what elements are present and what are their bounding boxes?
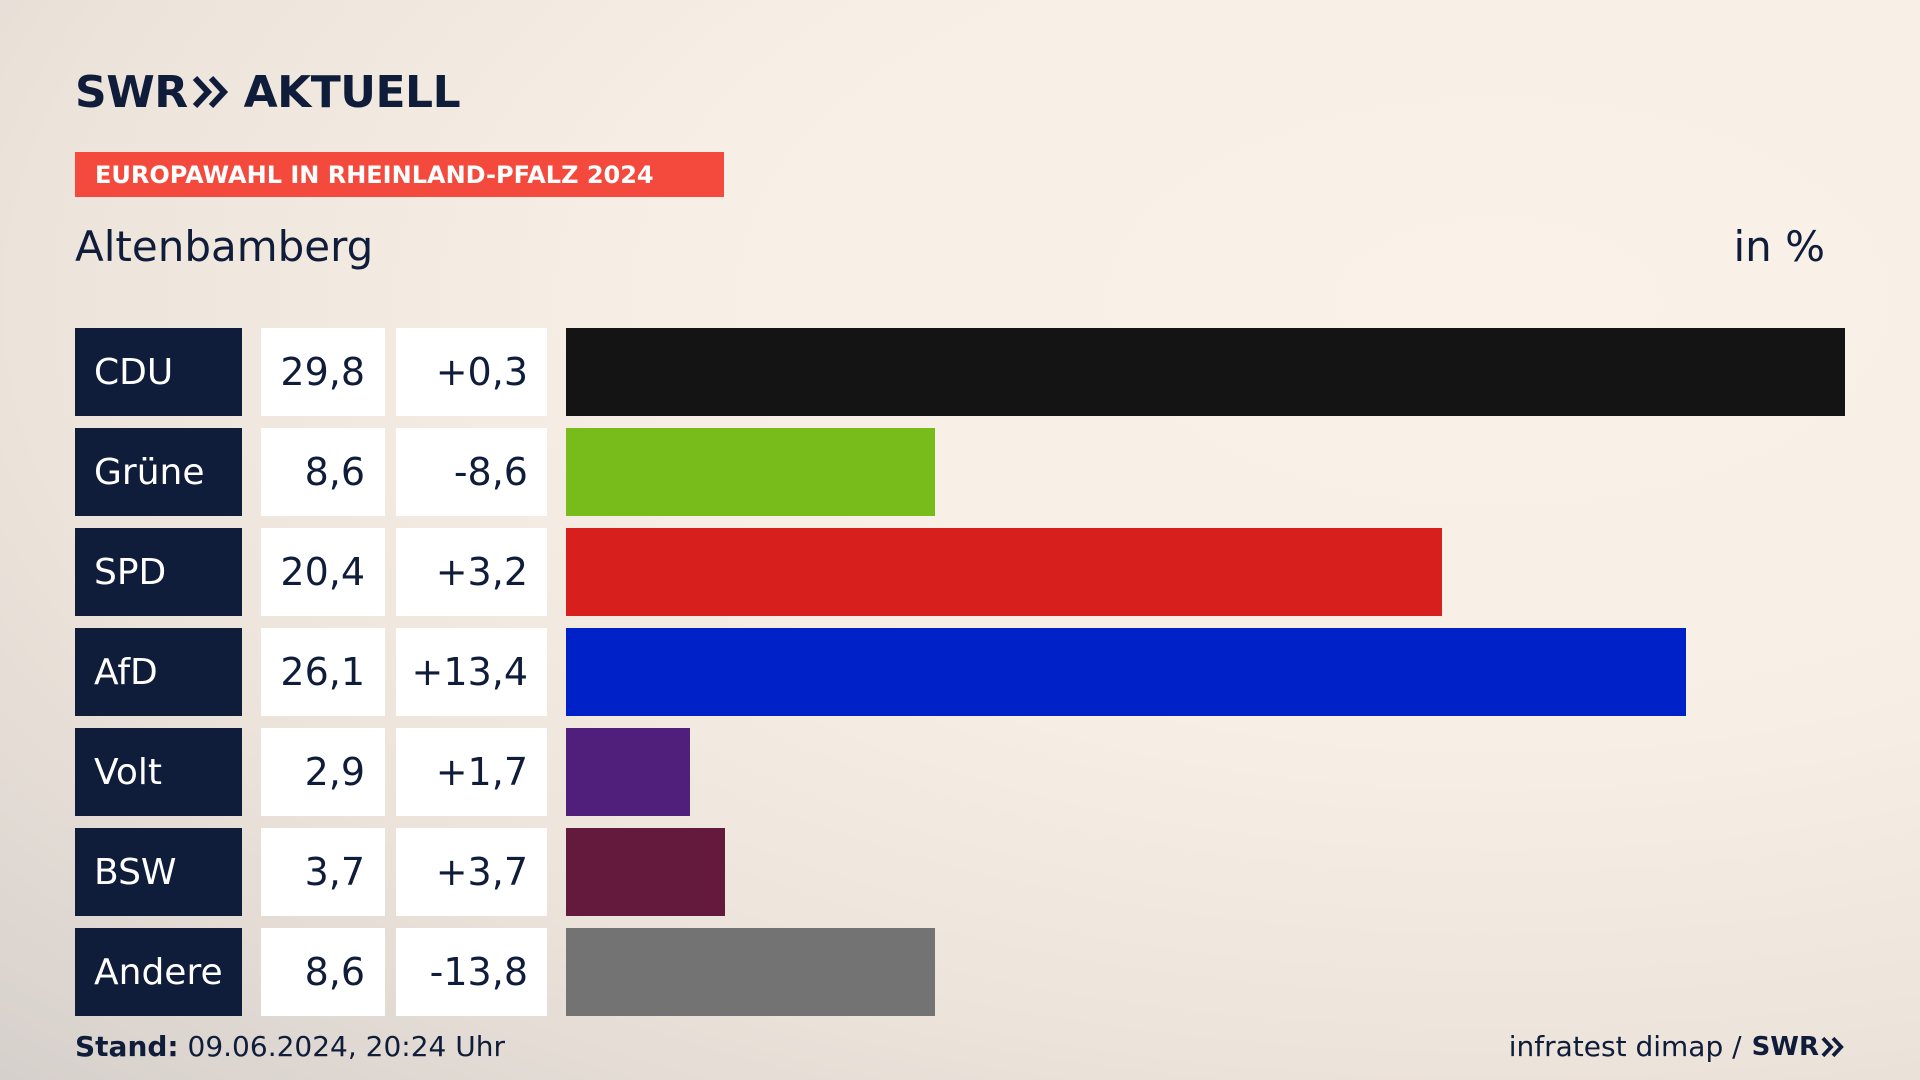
bar — [566, 628, 1686, 716]
vote-share-label: 26,1 — [261, 628, 385, 716]
bar — [566, 428, 935, 516]
vote-share-label: 2,9 — [261, 728, 385, 816]
source-text: infratest dimap / — [1508, 1030, 1742, 1063]
logo-product: AKTUELL — [243, 66, 461, 118]
party-label: BSW — [75, 828, 242, 916]
swr-aktuell-logo: SWR AKTUELL — [75, 64, 461, 120]
change-label: +3,7 — [396, 828, 547, 916]
change-label: +3,2 — [396, 528, 547, 616]
source-brand: SWR — [1751, 1031, 1819, 1062]
chart-row: SPD 20,4 +3,2 — [75, 528, 1845, 616]
party-label: Grüne — [75, 428, 242, 516]
bar — [566, 928, 935, 1016]
region-title: Altenbamberg — [75, 222, 374, 271]
chart-row: Volt 2,9 +1,7 — [75, 728, 1845, 816]
vote-share-label: 8,6 — [261, 428, 385, 516]
source-credit: infratest dimap / SWR — [1509, 1030, 1845, 1063]
bar — [566, 528, 1442, 616]
bar — [566, 728, 690, 816]
change-label: +0,3 — [396, 328, 547, 416]
party-label: SPD — [75, 528, 242, 616]
logo-brand: SWR — [75, 66, 188, 118]
chart-row: CDU 29,8 +0,3 — [75, 328, 1845, 416]
chart-row: AfD 26,1 +13,4 — [75, 628, 1845, 716]
change-label: +1,7 — [396, 728, 547, 816]
change-label: +13,4 — [396, 628, 547, 716]
timestamp: Stand: 09.06.2024, 20:24 Uhr — [75, 1030, 505, 1063]
chart-row: BSW 3,7 +3,7 — [75, 828, 1845, 916]
bar — [566, 328, 1845, 416]
change-label: -8,6 — [396, 428, 547, 516]
election-badge: EUROPAWAHL IN RHEINLAND-PFALZ 2024 — [75, 152, 724, 197]
chevron-right-icon — [1821, 1036, 1844, 1057]
stand-value: 09.06.2024, 20:24 Uhr — [187, 1030, 505, 1063]
vote-share-label: 20,4 — [261, 528, 385, 616]
party-label: Volt — [75, 728, 242, 816]
change-label: -13,8 — [396, 928, 547, 1016]
chart-row: Grüne 8,6 -8,6 — [75, 428, 1845, 516]
party-label: AfD — [75, 628, 242, 716]
party-label: Andere — [75, 928, 242, 1016]
vote-share-label: 8,6 — [261, 928, 385, 1016]
vote-share-label: 3,7 — [261, 828, 385, 916]
chart-row: Andere 8,6 -13,8 — [75, 928, 1845, 1016]
vote-share-label: 29,8 — [261, 328, 385, 416]
chevron-right-icon — [192, 75, 230, 109]
stand-label: Stand: — [75, 1030, 179, 1063]
source-brand-logo: SWR — [1752, 1032, 1845, 1062]
results-chart: CDU 29,8 +0,3 Grüne 8,6 -8,6 SPD 20,4 +3,2 AfD 26,… — [75, 328, 1845, 1016]
bar — [566, 828, 725, 916]
party-label: CDU — [75, 328, 242, 416]
unit-label: in % — [1733, 222, 1825, 271]
